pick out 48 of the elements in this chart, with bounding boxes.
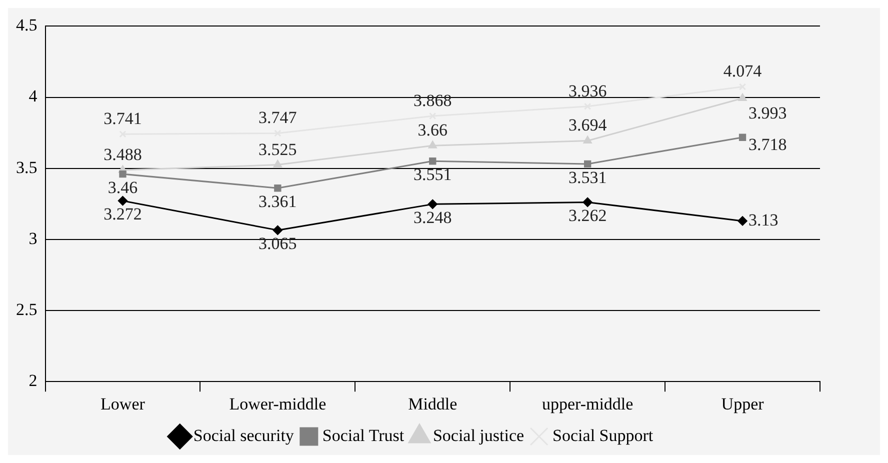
data-label: 3.993 [748, 104, 787, 123]
point [428, 140, 437, 148]
point [583, 136, 592, 144]
point [738, 134, 746, 141]
y-tick-label: 3.5 [16, 158, 38, 177]
data-label: 3.741 [104, 109, 142, 128]
point [584, 160, 592, 168]
point [738, 216, 748, 226]
y-tick-label: 2 [28, 371, 38, 390]
data-label: 3.531 [568, 168, 607, 187]
data-label: 3.065 [258, 234, 297, 254]
y-tick-label: 2.5 [16, 300, 38, 319]
data-label: 3.525 [258, 140, 297, 159]
point [429, 158, 436, 165]
point [272, 225, 282, 235]
legend-label: Social security [193, 426, 294, 445]
data-label: 3.936 [568, 81, 607, 100]
point [274, 184, 282, 192]
point [738, 94, 747, 102]
data-label: 3.747 [258, 108, 298, 128]
data-label: 4.074 [723, 62, 762, 81]
point [118, 196, 128, 206]
y-tick-label: 4.5 [16, 16, 38, 35]
data-label: 3.694 [568, 116, 608, 135]
data-label: 3.361 [258, 192, 297, 212]
x-tick-label: Middle [408, 394, 458, 414]
x-tick-label: Lower [100, 394, 146, 414]
y-tick-label: 3 [28, 228, 38, 248]
data-label: 3.488 [104, 145, 142, 164]
x-tick-label: upper-middle [542, 394, 634, 414]
legend-label: Social Support [552, 426, 654, 445]
data-label: 3.248 [414, 208, 452, 228]
x-tick-label: Upper [721, 394, 764, 414]
data-label: 3.13 [748, 210, 778, 230]
data-label: 3.46 [108, 178, 138, 198]
point [119, 170, 126, 178]
point [273, 160, 282, 168]
data-label: 3.272 [104, 204, 142, 224]
y-tick-label: 4 [28, 86, 38, 106]
legend-label: Social Trust [322, 426, 404, 445]
legend-label: Social justice [432, 426, 524, 445]
x-tick-label: Lower-middle [229, 394, 326, 414]
data-label: 3.262 [568, 206, 607, 226]
point [428, 199, 438, 209]
data-label: 3.66 [418, 120, 448, 140]
data-label: 3.718 [748, 134, 787, 154]
data-label: 3.551 [414, 165, 452, 184]
point [582, 197, 592, 207]
